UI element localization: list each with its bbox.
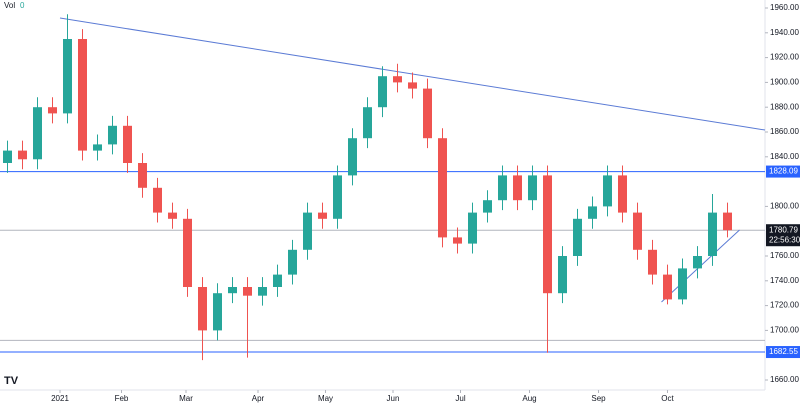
y-tick-label: 1900.00 [770, 78, 799, 87]
candle-body [528, 175, 537, 201]
candle-body [363, 107, 372, 139]
y-tick-label: 1800.00 [770, 202, 799, 211]
candle-body [378, 76, 387, 108]
candle-body [153, 187, 162, 213]
x-tick-label: Jul [455, 394, 465, 403]
indicator-value: 0 [20, 1, 25, 10]
candle-body [78, 39, 87, 151]
candle-body [648, 249, 657, 275]
countdown: 22:56:30 [769, 235, 800, 244]
candle-body [213, 293, 222, 331]
candle-body [678, 268, 687, 300]
x-tick-label: Oct [661, 394, 674, 403]
y-tick-label: 1960.00 [770, 3, 799, 12]
candle-body [93, 144, 102, 151]
candle-body [273, 274, 282, 287]
candle-body [573, 218, 582, 256]
x-tick-label: 2021 [51, 394, 69, 403]
candle-body [453, 237, 462, 244]
candle-body [303, 212, 312, 250]
y-tick-label: 1840.00 [770, 152, 799, 161]
candle-body [3, 150, 12, 163]
y-tick-label: 1760.00 [770, 251, 799, 260]
y-tick-label: 1880.00 [770, 102, 799, 111]
candle-body [318, 212, 327, 219]
x-tick-label: May [318, 394, 333, 403]
candle-body [18, 150, 27, 160]
logo: TV [4, 375, 19, 387]
y-tick-label: 1720.00 [770, 301, 799, 310]
candle-body [228, 287, 237, 294]
x-tick-label: Aug [522, 394, 536, 403]
candle-body [588, 206, 597, 219]
y-tick-label: 1660.00 [770, 375, 799, 384]
candle-body [483, 200, 492, 213]
y-tick-label: 1740.00 [770, 276, 799, 285]
candle-body [438, 138, 447, 238]
candle-body [498, 175, 507, 201]
candle-body [138, 163, 147, 188]
x-tick-label: Jun [387, 394, 400, 403]
price-label-box [766, 346, 800, 359]
candle-body [633, 212, 642, 250]
price-label-box [766, 165, 800, 178]
candle-body [468, 212, 477, 244]
candle-body [603, 175, 612, 207]
candle-body [123, 125, 132, 163]
candle-body [63, 39, 72, 114]
candle-body [108, 125, 117, 145]
indicator-name: Vol [4, 1, 15, 10]
candle-body [258, 287, 267, 296]
candle-body [393, 76, 402, 83]
y-tick-label: 1860.00 [770, 127, 799, 136]
candle-body [168, 212, 177, 219]
y-tick-label: 1940.00 [770, 28, 799, 37]
candle-body [33, 107, 42, 160]
price-label: 1682.55 [769, 347, 798, 356]
x-tick-label: Sep [591, 394, 606, 403]
x-tick-label: Feb [115, 394, 129, 403]
candle-body [348, 138, 357, 176]
candle-body [243, 287, 252, 296]
x-tick-label: Apr [252, 394, 265, 403]
candle-body [198, 287, 207, 331]
candle-body [288, 249, 297, 275]
price-label: 1828.09 [769, 167, 798, 176]
candle-body [408, 82, 417, 89]
last-price-box [766, 224, 800, 247]
y-tick-label: 1700.00 [770, 326, 799, 335]
candle-body [723, 212, 732, 231]
candle-body [333, 175, 342, 219]
candle-body [513, 175, 522, 201]
last-price-label: 1780.79 [769, 225, 798, 234]
candle-body [618, 175, 627, 213]
candle-body [423, 88, 432, 139]
candle-body [693, 256, 702, 269]
candle-body [708, 212, 717, 256]
candle-body [558, 256, 567, 294]
y-tick-label: 1920.00 [770, 53, 799, 62]
x-tick-label: Mar [179, 394, 193, 403]
candle-body [663, 274, 672, 300]
candle-body [543, 175, 552, 294]
candle-body [183, 218, 192, 287]
candle-body [48, 107, 57, 114]
